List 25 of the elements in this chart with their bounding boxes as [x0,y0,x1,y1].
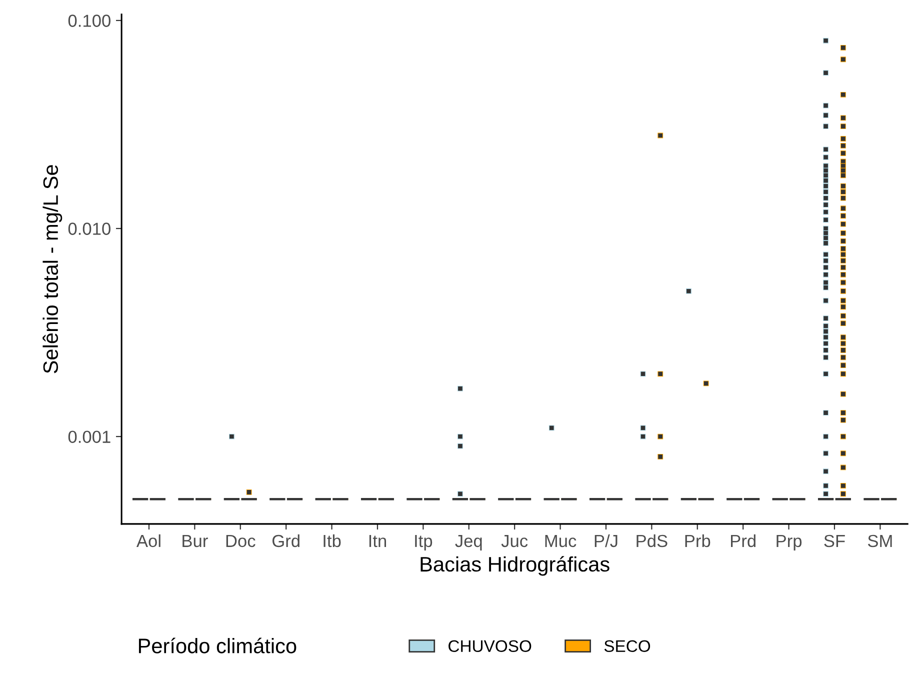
x-tick-label: P/J [594,534,618,548]
x-tick-label: Itn [369,535,386,548]
x-tick-label: Juc [501,535,528,548]
y-tick-label: 0.100 [68,14,110,27]
x-tick-label: Grd [272,534,300,548]
legend-title: Período climático [138,638,296,654]
x-tick-label: Itb [324,534,341,548]
x-tick-label: Doc [226,535,256,548]
x-tick-label: Itp [415,535,432,551]
x-tick-label: Prd [731,534,756,548]
x-tick-label: Jeq [455,535,482,551]
x-tick-label: Prp [776,535,802,551]
y-axis-title: Selênio total - mg/L Se [42,165,62,374]
x-tick-label: SF [824,534,845,548]
y-tick-label: 0.001 [68,430,110,443]
x-tick-label: Prb [685,534,710,548]
x-tick-label: Aol [136,534,160,548]
x-tick-label: SM [868,534,892,548]
x-tick-label: Bur [182,535,208,548]
legend-label: CHUVOSO [448,640,532,652]
legend-label: SECO [604,640,650,652]
x-axis-title: Bacias Hidrográficas [420,556,610,576]
x-tick-label: Muc [545,535,576,548]
y-tick-label: 0.010 [68,222,110,235]
x-tick-label: PdS [636,534,668,548]
